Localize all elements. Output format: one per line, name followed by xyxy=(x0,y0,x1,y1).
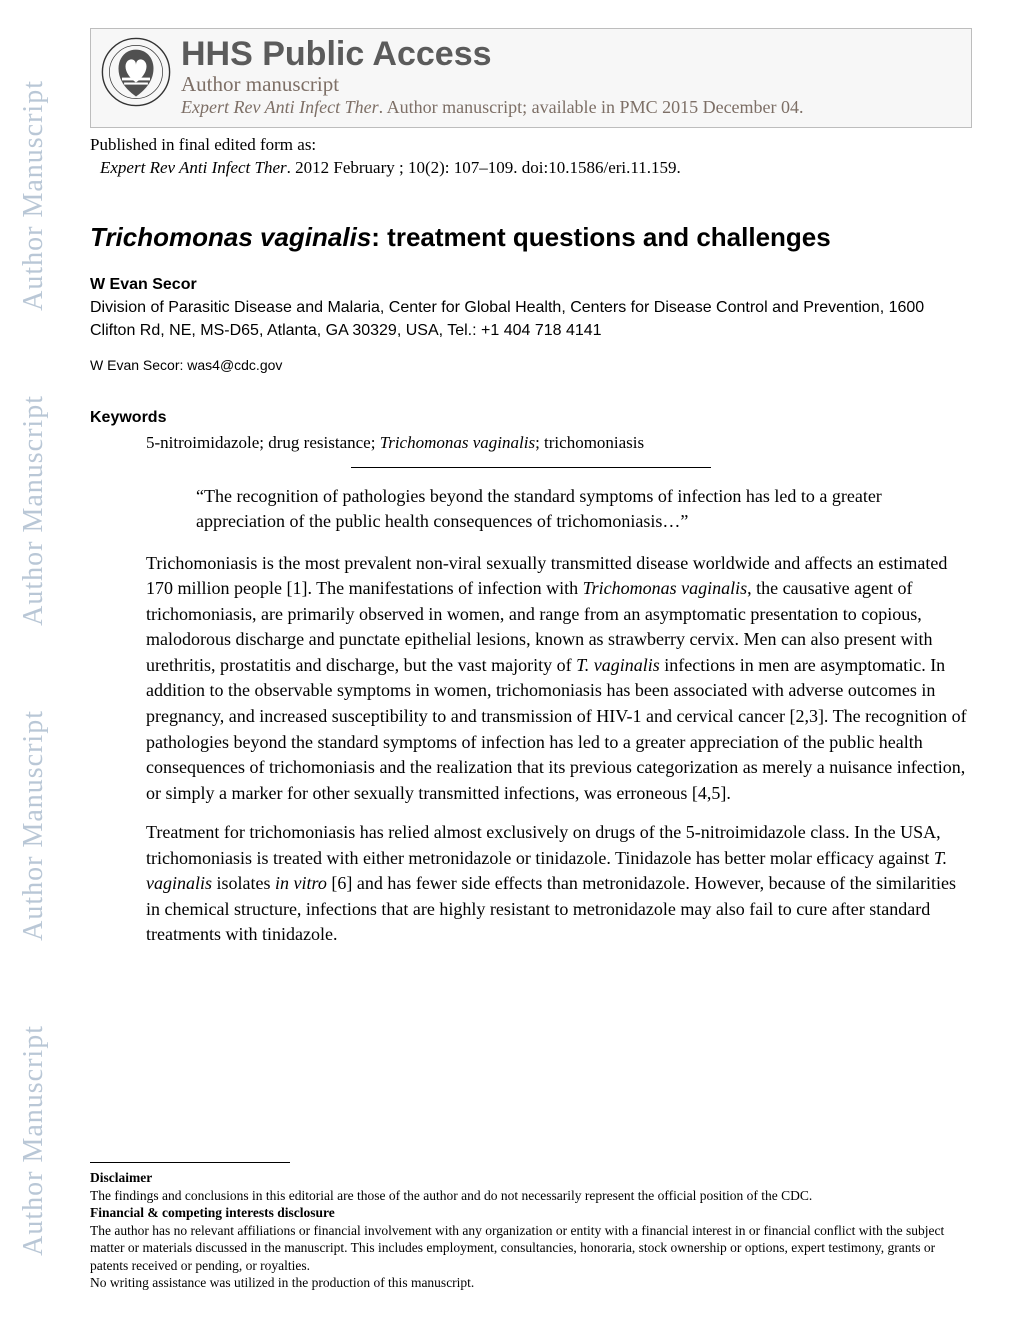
financial-text-1: The author has no relevant affiliations … xyxy=(90,1222,972,1275)
page-content: HHS Public Access Author manuscript Expe… xyxy=(90,0,972,948)
section-rule xyxy=(351,467,711,468)
p2i2: in vitro xyxy=(275,873,327,893)
journal-name: Expert Rev Anti Infect Ther xyxy=(181,97,379,117)
disclaimer-text: The findings and conclusions in this edi… xyxy=(90,1187,972,1205)
disclaimer-heading: Disclaimer xyxy=(90,1169,972,1187)
financial-text-2: No writing assistance was utilized in th… xyxy=(90,1274,972,1292)
watermark: Author Manuscript xyxy=(18,80,50,311)
p1i1: Trichomonas vaginalis xyxy=(583,578,748,598)
header-box: HHS Public Access Author manuscript Expe… xyxy=(90,28,972,128)
article-title: Trichomonas vaginalis: treatment questio… xyxy=(90,222,972,253)
access-journal-line: Expert Rev Anti Infect Ther. Author manu… xyxy=(181,96,961,119)
title-italic: Trichomonas vaginalis xyxy=(90,222,371,252)
keywords-section: Keywords 5-nitroimidazole; drug resistan… xyxy=(90,409,972,453)
author-affiliation: Division of Parasitic Disease and Malari… xyxy=(90,296,972,342)
watermark: Author Manuscript xyxy=(18,710,50,941)
keywords-list: 5-nitroimidazole; drug resistance; Trich… xyxy=(90,433,972,453)
author-block: W Evan Secor Division of Parasitic Disea… xyxy=(90,273,972,343)
header-text: HHS Public Access Author manuscript Expe… xyxy=(181,37,961,119)
watermark: Author Manuscript xyxy=(18,1025,50,1256)
paragraph-1: Trichomoniasis is the most prevalent non… xyxy=(146,551,972,806)
footnote-rule xyxy=(90,1162,290,1163)
publication-info: Published in final edited form as: Exper… xyxy=(90,134,972,180)
pub-rest: . 2012 February ; 10(2): 107–109. doi:10… xyxy=(287,158,681,177)
author-name: W Evan Secor xyxy=(90,273,972,296)
body-text: “The recognition of pathologies beyond t… xyxy=(90,484,972,948)
p1i2: T. vaginalis xyxy=(576,655,660,675)
access-subtitle: Author manuscript xyxy=(181,73,961,96)
p2a: Treatment for trichomoniasis has relied … xyxy=(146,822,941,868)
title-rest: : treatment questions and challenges xyxy=(371,222,830,252)
p1c: infections in men are asymptomatic. In a… xyxy=(146,655,967,803)
kw-ital: Trichomonas vaginalis xyxy=(380,433,535,452)
pub-line2: Expert Rev Anti Infect Ther. 2012 Februa… xyxy=(90,157,972,180)
pub-journal: Expert Rev Anti Infect Ther xyxy=(100,158,287,177)
pub-line1: Published in final edited form as: xyxy=(90,134,972,157)
watermark: Author Manuscript xyxy=(18,395,50,626)
keywords-label: Keywords xyxy=(90,409,972,427)
financial-heading: Financial & competing interests disclosu… xyxy=(90,1204,972,1222)
paragraph-2: Treatment for trichomoniasis has relied … xyxy=(146,820,972,948)
kw-pre: 5-nitroimidazole; drug resistance; xyxy=(146,433,380,452)
author-correspondence: W Evan Secor: was4@cdc.gov xyxy=(90,357,972,373)
p2b: isolates xyxy=(212,873,275,893)
pull-quote: “The recognition of pathologies beyond t… xyxy=(146,484,972,535)
footnotes: Disclaimer The findings and conclusions … xyxy=(90,1162,972,1292)
journal-rest: . Author manuscript; available in PMC 20… xyxy=(379,97,804,117)
kw-post: ; trichomoniasis xyxy=(535,433,644,452)
hhs-logo-icon xyxy=(101,37,171,107)
access-title: HHS Public Access xyxy=(181,37,961,73)
